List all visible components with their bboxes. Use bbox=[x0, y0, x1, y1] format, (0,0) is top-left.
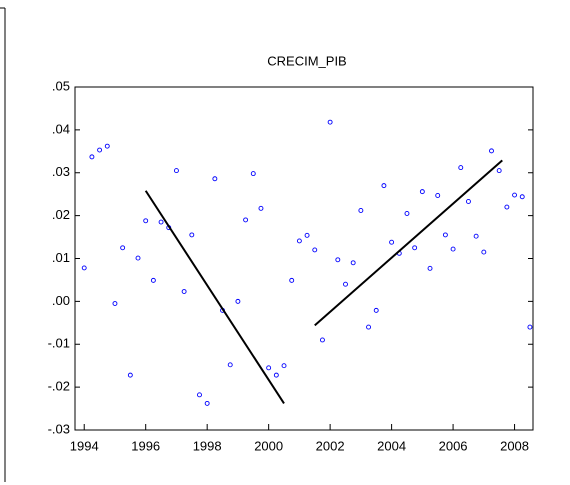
data-point bbox=[481, 249, 487, 255]
data-point bbox=[173, 168, 179, 174]
data-point bbox=[258, 205, 264, 211]
y-tick-label: .05 bbox=[52, 78, 70, 93]
data-point bbox=[381, 183, 387, 189]
data-point bbox=[473, 233, 479, 239]
data-point bbox=[189, 232, 195, 238]
data-point bbox=[296, 238, 302, 244]
data-point bbox=[81, 265, 87, 271]
x-tick-label: 2002 bbox=[316, 438, 345, 453]
data-point bbox=[419, 189, 425, 195]
y-tick-label: -.03 bbox=[48, 421, 70, 436]
data-point bbox=[89, 154, 95, 160]
data-point bbox=[197, 392, 202, 398]
x-tick-label: 2004 bbox=[377, 438, 406, 453]
data-point bbox=[404, 211, 410, 216]
data-point bbox=[450, 246, 456, 252]
x-tick-label: 1998 bbox=[193, 438, 222, 453]
data-point bbox=[389, 239, 395, 245]
data-point bbox=[512, 192, 518, 198]
x-tick-label: 1996 bbox=[131, 438, 160, 453]
data-point bbox=[243, 217, 249, 223]
data-point bbox=[412, 245, 418, 251]
data-point bbox=[343, 281, 348, 287]
data-point bbox=[435, 193, 441, 198]
x-tick-label: 1994 bbox=[70, 438, 99, 453]
data-point bbox=[266, 365, 272, 371]
data-point bbox=[373, 307, 379, 313]
data-point bbox=[227, 362, 233, 368]
data-point bbox=[212, 176, 218, 182]
data-point bbox=[504, 204, 510, 210]
data-point bbox=[312, 247, 318, 253]
y-tick-label: -.02 bbox=[48, 379, 70, 394]
data-point bbox=[97, 147, 103, 153]
data-point bbox=[465, 199, 471, 204]
data-point bbox=[289, 277, 295, 283]
data-point bbox=[235, 298, 241, 304]
x-tick-label: 2000 bbox=[254, 438, 283, 453]
chart-title: CRECIM_PIB bbox=[267, 53, 346, 68]
data-point bbox=[319, 337, 325, 343]
data-point bbox=[335, 257, 341, 263]
data-point bbox=[143, 218, 149, 224]
trend-line bbox=[144, 190, 285, 404]
y-tick-label: -.01 bbox=[48, 336, 70, 351]
x-tick-label: 2006 bbox=[439, 438, 468, 453]
data-point bbox=[281, 363, 287, 369]
data-point bbox=[127, 372, 133, 378]
y-tick-label: .00 bbox=[52, 293, 70, 308]
data-point bbox=[496, 168, 502, 174]
data-point bbox=[358, 208, 364, 213]
data-point bbox=[250, 171, 256, 177]
data-point bbox=[442, 232, 448, 238]
data-point bbox=[350, 260, 356, 266]
data-point bbox=[458, 165, 464, 171]
data-point bbox=[158, 219, 164, 225]
data-point bbox=[304, 232, 310, 238]
data-point bbox=[327, 119, 333, 125]
data-point bbox=[273, 372, 279, 378]
data-point bbox=[150, 277, 156, 283]
data-point bbox=[181, 289, 187, 294]
y-tick-label: .01 bbox=[52, 250, 70, 265]
data-point bbox=[427, 265, 433, 271]
plot-frame bbox=[74, 86, 534, 431]
data-point bbox=[204, 400, 210, 406]
y-tick-label: .02 bbox=[52, 207, 70, 222]
data-point bbox=[112, 301, 118, 306]
data-point bbox=[527, 324, 533, 330]
y-tick-label: .04 bbox=[52, 121, 70, 136]
data-point bbox=[519, 194, 525, 200]
data-point bbox=[104, 143, 110, 149]
trend-line bbox=[314, 159, 503, 327]
data-point bbox=[135, 255, 141, 261]
data-point bbox=[120, 245, 126, 251]
x-tick-label: 2008 bbox=[500, 438, 529, 453]
y-tick-label: .03 bbox=[52, 164, 70, 179]
data-point bbox=[366, 324, 372, 330]
data-point bbox=[489, 148, 494, 154]
